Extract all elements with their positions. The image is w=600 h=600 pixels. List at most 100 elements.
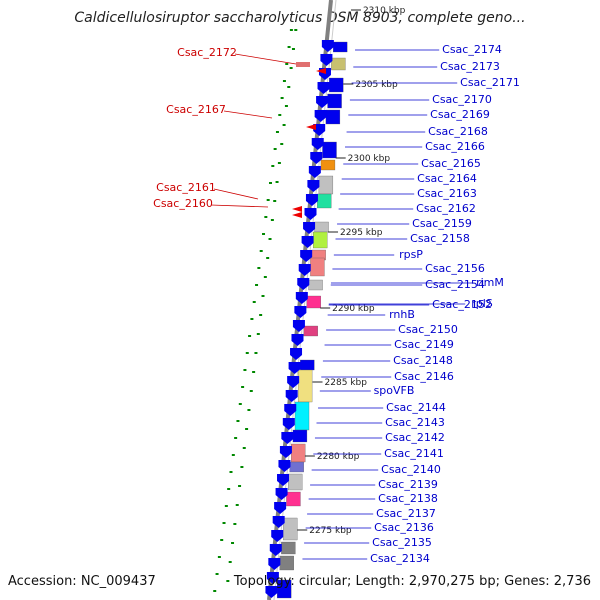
- gene-label-right: Csac_2165: [421, 157, 481, 170]
- gene-block: [318, 175, 334, 195]
- gene-block: [294, 401, 310, 431]
- scale-tick-label: 2310 kbp: [363, 6, 406, 16]
- gene-block: [289, 461, 304, 473]
- gene-label-right: spoVFB: [374, 384, 415, 397]
- gene-label-right: Csac_2173: [440, 60, 500, 73]
- forward-gene-arrow: [265, 586, 278, 598]
- forward-gene-arrow: [301, 236, 314, 248]
- forward-gene-arrow: [320, 54, 333, 66]
- gene-label-right: Csac_2166: [425, 140, 485, 153]
- scale-tick-label: 2305 kbp: [355, 80, 398, 90]
- gene-label-left: Csac_2161: [156, 181, 216, 194]
- forward-gene-arrow: [292, 320, 305, 332]
- gene-block: [320, 159, 336, 171]
- gene-label-right: Csac_2138: [378, 492, 438, 505]
- gene-label-right: Csac_2169: [430, 108, 490, 121]
- gene-label-right: Csac_2141: [384, 447, 444, 460]
- gene-block: [325, 109, 341, 125]
- gene-label-right: Csac_2174: [442, 43, 502, 56]
- gene-label-right: Csac_2156: [425, 262, 485, 275]
- scale-tick-label: 2275 kbp: [309, 526, 352, 536]
- forward-gene-arrow: [290, 348, 303, 360]
- forward-gene-arrow: [304, 208, 317, 220]
- gene-label-right: Csac_2159: [412, 217, 472, 230]
- summary-text: Topology: circular; Length: 2,970,275 bp…: [233, 574, 591, 589]
- forward-gene-arrow: [275, 488, 288, 500]
- gene-block: [331, 57, 346, 71]
- forward-gene-arrow: [321, 40, 334, 52]
- forward-gene-arrow: [316, 96, 329, 108]
- gene-block: [300, 359, 315, 371]
- forward-gene-arrow: [266, 572, 279, 584]
- forward-gene-arrow: [307, 180, 320, 192]
- forward-gene-arrow: [314, 110, 327, 122]
- scale-tick-label: 2295 kbp: [340, 228, 383, 238]
- forward-gene-arrow: [274, 502, 287, 514]
- gene-label-right: Csac_2144: [386, 401, 446, 414]
- gene-block: [327, 93, 342, 109]
- gene-label-right: Csac_2136: [374, 521, 434, 534]
- gene-block: [281, 541, 296, 555]
- forward-gene-arrow: [282, 418, 295, 430]
- forward-gene-arrow: [284, 404, 297, 416]
- gene-block: [308, 279, 323, 291]
- gene-label-left: Csac_2172: [177, 46, 237, 59]
- forward-gene-arrow: [272, 516, 285, 528]
- forward-gene-arrow: [297, 278, 310, 290]
- gene-label-right: Csac_2158: [410, 232, 470, 245]
- gene-block: [322, 141, 337, 159]
- gene-label-right: rpsP: [399, 248, 423, 261]
- gene-block: [303, 325, 318, 337]
- gene-label-right: rimM: [476, 276, 504, 289]
- forward-gene-arrow: [281, 432, 294, 444]
- scale-tick-label: 2285 kbp: [325, 378, 368, 388]
- gene-block: [314, 221, 329, 233]
- scale-tick-label: 2280 kbp: [317, 452, 360, 462]
- gene-block: [288, 473, 303, 491]
- left-leader-line: [234, 53, 297, 65]
- gene-label-right: Csac_2137: [376, 507, 436, 520]
- gene-block: [286, 491, 301, 507]
- forward-gene-arrow: [313, 124, 326, 136]
- forward-gene-arrow: [294, 306, 307, 318]
- map-title: Caldicellulosiruptor saccharolyticus DSM…: [74, 10, 526, 26]
- gene-label-right: Csac_2170: [432, 93, 492, 106]
- gene-block: [306, 295, 321, 309]
- gene-label-right: Csac_2162: [416, 202, 476, 215]
- accession-text: Accession: NC_009437: [8, 574, 156, 589]
- reverse-gene-arrow: [306, 124, 316, 130]
- forward-gene-arrow: [269, 544, 282, 556]
- scale-tick-label: 2290 kbp: [332, 304, 375, 314]
- reverse-gene-block: [296, 62, 310, 67]
- gene-label-right: Csac_2150: [398, 323, 458, 336]
- gene-label-right: Csac_2134: [370, 552, 430, 565]
- gene-label-right: Csac_2143: [385, 416, 445, 429]
- gene-label-right: Csac_2154: [425, 278, 485, 291]
- gene-block: [283, 517, 298, 541]
- left-leader-line: [210, 204, 269, 208]
- forward-gene-arrow: [285, 390, 298, 402]
- forward-gene-arrow: [303, 222, 316, 234]
- reverse-gene-arrow: [292, 206, 302, 212]
- left-leader-line: [213, 188, 259, 200]
- forward-gene-arrow: [278, 460, 291, 472]
- forward-gene-arrow: [291, 334, 304, 346]
- gene-label-right: Csac_2168: [428, 125, 488, 138]
- gene-label-right: rnhB: [389, 308, 415, 321]
- gene-label-right: Csac_2149: [394, 338, 454, 351]
- gene-label-right: Csac_2135: [372, 536, 432, 549]
- forward-gene-arrow: [317, 82, 330, 94]
- gene-block: [317, 193, 332, 209]
- forward-gene-arrow: [311, 138, 324, 150]
- gene-block: [297, 369, 313, 403]
- gene-label-left: Csac_2167: [166, 103, 226, 116]
- forward-gene-arrow: [271, 530, 284, 542]
- gene-label-right: Csac_2148: [393, 354, 453, 367]
- reverse-gene-arrow: [316, 68, 326, 74]
- gene-label-right: Csac_2146: [394, 370, 454, 383]
- gene-label-right: Csac_2171: [460, 76, 520, 89]
- gene-block: [329, 77, 344, 93]
- gene-label-right: Csac_2139: [378, 478, 438, 491]
